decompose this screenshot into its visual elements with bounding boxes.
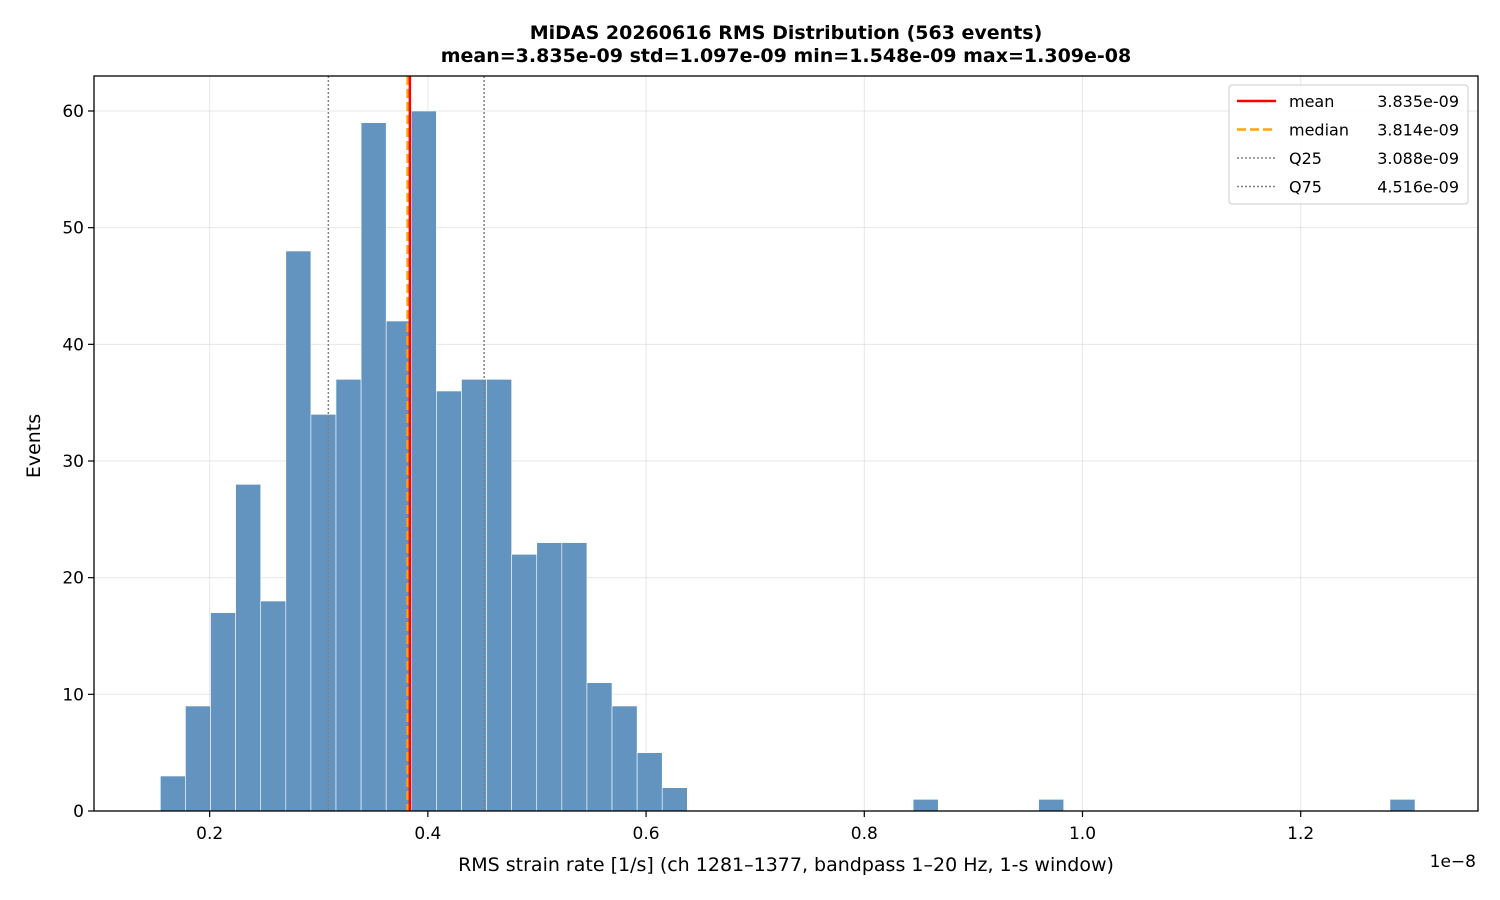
histogram-bar (912, 799, 939, 812)
histogram-bar (185, 705, 211, 812)
x-tick-label: 0.2 (196, 824, 223, 844)
histogram-bar (235, 484, 262, 812)
reference-lines (327, 76, 485, 811)
histogram-bar (661, 787, 688, 812)
x-tick-label: 1.0 (1069, 824, 1096, 844)
histogram-bar (1038, 799, 1065, 812)
histogram-bar (1389, 799, 1416, 812)
legend-label-median: median (1289, 121, 1349, 140)
histogram-bar (486, 379, 512, 812)
histogram-bar (611, 705, 638, 812)
legend-value-q25: 3.088e-09 (1377, 149, 1459, 168)
chart-subtitle: mean=3.835e-09 std=1.097e-09 min=1.548e-… (441, 45, 1132, 67)
y-axis-ticks: 0 10 20 30 40 50 60 (62, 102, 94, 822)
legend-label-q75: Q75 (1289, 178, 1322, 197)
histogram-bar (160, 775, 186, 812)
x-offset-label: 1e−8 (1430, 852, 1476, 872)
y-axis-label: Events (23, 414, 45, 478)
histogram-bar (260, 600, 287, 812)
plot-frame (93, 75, 1479, 812)
histogram-bar (636, 752, 663, 812)
histogram-bars (160, 110, 1416, 812)
x-tick-label: 1.2 (1287, 824, 1314, 844)
histogram-bar (436, 390, 462, 812)
legend-box (1228, 84, 1469, 205)
histogram-bar (461, 379, 487, 812)
histogram-bar (310, 414, 337, 812)
histogram-bar (360, 122, 387, 812)
y-tick-label: 50 (62, 219, 84, 239)
histogram-bar (586, 682, 613, 812)
legend-value-median: 3.814e-09 (1377, 121, 1459, 140)
legend-label-mean: mean (1289, 92, 1334, 111)
x-axis-label: RMS strain rate [1/s] (ch 1281–1377, ban… (458, 854, 1114, 876)
histogram-bar (285, 250, 312, 812)
y-tick-label: 0 (73, 802, 84, 822)
x-tick-label: 0.6 (633, 824, 660, 844)
y-tick-label: 20 (62, 569, 84, 589)
x-tick-label: 0.4 (414, 824, 441, 844)
histogram-bar (210, 612, 236, 812)
x-axis-ticks: 0.2 0.4 0.6 0.8 1.0 1.2 (196, 811, 1314, 844)
y-tick-label: 10 (62, 685, 84, 705)
histogram-bar (511, 554, 538, 812)
legend-value-q75: 4.516e-09 (1377, 178, 1459, 197)
y-tick-label: 40 (62, 335, 84, 355)
histogram-bar (536, 542, 563, 812)
y-tick-label: 60 (62, 102, 84, 122)
histogram-bar (561, 542, 588, 812)
legend-value-mean: 3.835e-09 (1377, 92, 1459, 111)
histogram-bar (335, 379, 362, 812)
histogram-bar (410, 110, 437, 812)
legend-label-q25: Q25 (1289, 149, 1322, 168)
legend: mean 3.835e-09 median 3.814e-09 Q25 3.088e-09… (1228, 84, 1469, 205)
x-tick-label: 0.8 (851, 824, 878, 844)
chart-title: MiDAS 20260616 RMS Distribution (563 eve… (530, 22, 1043, 44)
y-tick-label: 30 (62, 452, 84, 472)
